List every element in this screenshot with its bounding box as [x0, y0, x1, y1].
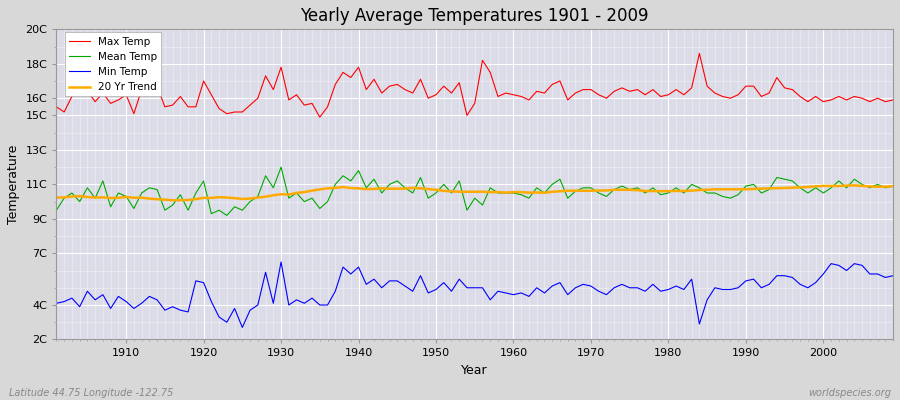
Title: Yearly Average Temperatures 1901 - 2009: Yearly Average Temperatures 1901 - 2009	[301, 7, 649, 25]
Max Temp	[314, 115, 325, 120]
Min Temp	[299, 301, 310, 306]
Min Temp	[516, 290, 526, 295]
20 Yr Trend	[516, 190, 526, 194]
Line: Min Temp: Min Temp	[57, 262, 893, 328]
20 Yr Trend	[292, 190, 302, 195]
Max Temp	[694, 51, 705, 56]
20 Yr Trend	[608, 187, 619, 192]
20 Yr Trend	[167, 198, 178, 203]
Line: Max Temp: Max Temp	[57, 54, 893, 117]
Min Temp	[616, 282, 627, 287]
Max Temp	[338, 70, 348, 75]
Min Temp	[113, 294, 124, 299]
Mean Temp	[616, 184, 627, 188]
Max Temp	[887, 98, 898, 102]
Text: worldspecies.org: worldspecies.org	[808, 388, 891, 398]
Max Temp	[284, 98, 294, 102]
20 Yr Trend	[887, 184, 898, 188]
Mean Temp	[887, 184, 898, 188]
Min Temp	[346, 272, 356, 276]
Min Temp	[275, 260, 286, 264]
Min Temp	[887, 273, 898, 278]
Min Temp	[237, 325, 248, 330]
Mean Temp	[51, 208, 62, 213]
Mean Temp	[221, 213, 232, 218]
Line: Mean Temp: Mean Temp	[57, 167, 893, 215]
20 Yr Trend	[849, 183, 859, 188]
20 Yr Trend	[113, 195, 124, 200]
Max Temp	[508, 92, 519, 97]
Max Temp	[113, 98, 124, 102]
Mean Temp	[516, 192, 526, 197]
Y-axis label: Temperature: Temperature	[7, 145, 20, 224]
Max Temp	[516, 94, 526, 99]
Max Temp	[51, 104, 62, 109]
Min Temp	[524, 294, 535, 299]
Min Temp	[51, 301, 62, 306]
Line: 20 Yr Trend: 20 Yr Trend	[57, 185, 893, 200]
20 Yr Trend	[508, 190, 519, 194]
Text: Latitude 44.75 Longitude -122.75: Latitude 44.75 Longitude -122.75	[9, 388, 174, 398]
Legend: Max Temp, Mean Temp, Min Temp, 20 Yr Trend: Max Temp, Mean Temp, Min Temp, 20 Yr Tre…	[65, 32, 161, 96]
Mean Temp	[275, 165, 286, 170]
Max Temp	[608, 89, 619, 94]
Mean Temp	[524, 196, 535, 200]
20 Yr Trend	[338, 185, 348, 190]
Mean Temp	[346, 178, 356, 183]
X-axis label: Year: Year	[462, 364, 488, 377]
Mean Temp	[299, 199, 310, 204]
20 Yr Trend	[51, 195, 62, 200]
Mean Temp	[113, 190, 124, 195]
